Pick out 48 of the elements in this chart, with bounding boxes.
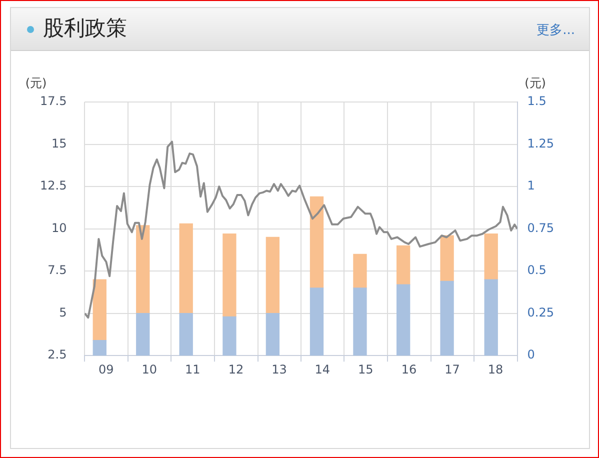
bar xyxy=(484,279,498,356)
y2-axis-title: (元) xyxy=(524,76,546,90)
bar xyxy=(353,288,367,356)
y2-tick-label: 0.25 xyxy=(527,305,554,320)
bar xyxy=(266,313,280,356)
bar xyxy=(179,313,193,356)
bar xyxy=(92,279,106,341)
x-tick-label: 15 xyxy=(358,362,374,377)
x-tick-label: 12 xyxy=(228,362,244,377)
y2-tick-label: 1 xyxy=(527,178,535,193)
bar xyxy=(179,223,193,314)
y-tick-label: 17.5 xyxy=(40,94,67,108)
x-tick-label: 09 xyxy=(98,362,114,377)
bar xyxy=(222,316,236,356)
x-tick-label: 14 xyxy=(314,362,330,377)
bar xyxy=(310,196,324,288)
y-tick-label: 7.5 xyxy=(48,263,67,278)
x-tick-label: 17 xyxy=(444,362,460,377)
y-tick-label: 15 xyxy=(51,136,67,150)
y2-tick-label: 0.5 xyxy=(527,263,546,278)
y-tick-label: 12.5 xyxy=(40,178,67,193)
bar xyxy=(396,284,410,356)
bar xyxy=(353,254,367,288)
y-axis-title: (元) xyxy=(25,76,47,90)
y2-tick-label: 0.75 xyxy=(527,220,554,235)
x-tick-label: 18 xyxy=(488,362,504,377)
y2-tick-label: 1.25 xyxy=(527,136,554,150)
bar xyxy=(222,234,236,318)
bar xyxy=(266,236,280,314)
bar xyxy=(136,225,150,314)
x-tick-label: 10 xyxy=(142,362,158,377)
bar xyxy=(396,245,410,285)
bar xyxy=(92,340,106,356)
y-tick-label: 2.5 xyxy=(48,348,67,362)
text: 更多... xyxy=(536,22,575,39)
y-tick-label: 5 xyxy=(59,305,67,320)
y2-tick-label: 0 xyxy=(527,348,535,362)
y2-tick-label: 1.5 xyxy=(527,94,546,108)
bar xyxy=(440,235,454,282)
bar xyxy=(484,234,498,280)
x-tick-label: 11 xyxy=(184,362,200,377)
chart-title: 股利政策 xyxy=(43,15,127,42)
bar xyxy=(440,280,454,356)
bar xyxy=(136,313,150,356)
x-tick-label: 16 xyxy=(401,362,417,377)
x-tick-label: 13 xyxy=(272,362,287,377)
y-tick-label: 10 xyxy=(51,220,67,235)
bar xyxy=(310,288,324,356)
